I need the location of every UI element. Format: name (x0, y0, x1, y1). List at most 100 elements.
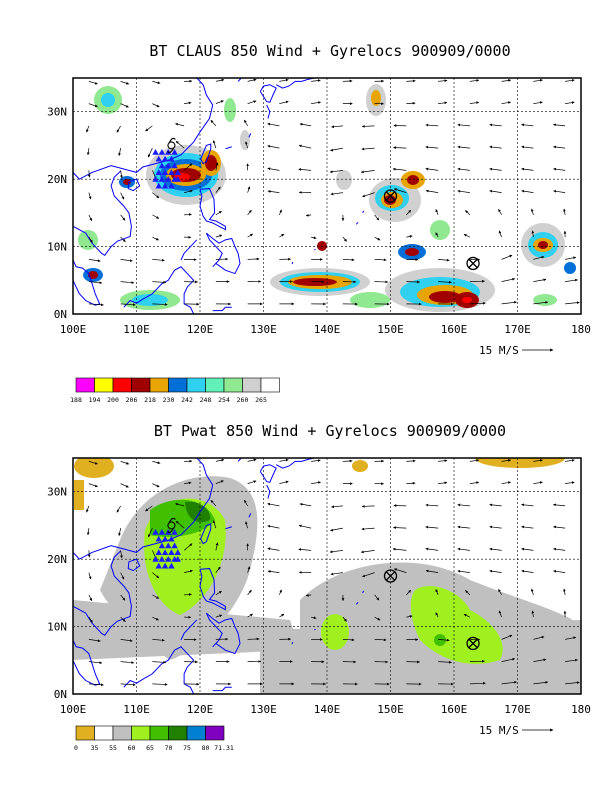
wind-vector (533, 80, 542, 81)
longitude-tick-label: 110E (123, 703, 150, 716)
wind-vector (458, 147, 470, 148)
colorbar-tick-label: 65 (146, 744, 154, 752)
vector-reference: 15 M/S (479, 344, 553, 357)
colorbar-tick-label: 35 (91, 744, 99, 752)
wind-vector (502, 102, 511, 103)
wind-vector (521, 125, 533, 126)
wind-vector (268, 191, 279, 192)
wind-vector (152, 215, 159, 219)
wind-vector (121, 170, 122, 178)
wind-vector (458, 191, 470, 193)
vector-reference-label: 15 M/S (479, 344, 519, 357)
latitude-tick-label: 30N (47, 106, 67, 119)
colorbar-tick-label: 206 (126, 396, 138, 404)
wind-vector (565, 257, 576, 259)
vector-reference: 15 M/S (479, 724, 553, 737)
latitude-tick-label: 30N (47, 486, 67, 499)
colorbar-tick-label: 75 (183, 744, 191, 752)
latitude-tick-label: 20N (47, 173, 67, 186)
longitude-tick-label: 100E (60, 703, 87, 716)
colorbar-tick-label: 265 (255, 396, 267, 404)
wind-vector (406, 81, 415, 82)
longitude-tick-label: 170E (504, 703, 531, 716)
colorbar-tick-label: 254 (218, 396, 230, 404)
longitude-tick-label: 120E (187, 323, 214, 336)
colorbar-swatch (132, 378, 151, 392)
wind-vector (175, 124, 184, 126)
wind-vector (121, 81, 129, 84)
longitude-tick-label: 150E (377, 323, 404, 336)
colorbar-swatch (224, 378, 243, 392)
colorbar-tick-label: 188 (70, 396, 82, 404)
wind-vector (533, 102, 542, 103)
wind-vector (279, 210, 281, 215)
wind-vector (121, 215, 125, 220)
cloud-band-itcz (78, 230, 557, 312)
colorbar-swatch (95, 378, 114, 392)
wind-vector (522, 169, 534, 171)
coastline-segment (181, 240, 197, 260)
longitude-tick-label: 130E (250, 323, 277, 336)
colorbar-swatch (187, 726, 206, 740)
longitude-tick-label: 160E (441, 703, 468, 716)
coastline-segment (260, 314, 295, 321)
wind-vector (502, 255, 512, 259)
wind-vector (244, 120, 247, 126)
wind-vector (216, 211, 222, 215)
panel-precipitable-water: BT Pwat 850 Wind + Gyrelocs 900909/0000 … (47, 422, 591, 752)
wind-vector (393, 169, 406, 170)
panel-title: BT CLAUS 850 Wind + Gyrelocs 900909/0000 (149, 42, 510, 60)
colorbar-tick-label: 242 (181, 396, 193, 404)
colorbar-swatch (150, 726, 169, 740)
wind-vector (152, 81, 160, 83)
colorbar-tick-label: 0 (74, 744, 78, 752)
wind-vector (145, 126, 152, 131)
wind-vector (565, 280, 578, 282)
wind-vector (311, 102, 321, 103)
coastline-segment (225, 147, 231, 149)
wind-vector (330, 148, 342, 150)
colorbar-tick-label: 200 (107, 396, 119, 404)
wind-vector (299, 145, 311, 148)
wind-vector (331, 126, 342, 127)
coastline-segment (260, 694, 295, 701)
coastline-segment (292, 642, 293, 644)
colorbar-tick-label: 194 (89, 396, 101, 404)
wind-vector (458, 125, 470, 126)
wind-vector (426, 169, 438, 171)
wind-vector (502, 279, 515, 282)
wind-vector (490, 125, 502, 126)
wind-vector (89, 215, 92, 221)
wind-vector (216, 101, 224, 104)
coastline-segment (314, 629, 315, 630)
latitude-tick-label: 0N (54, 308, 67, 321)
wind-vector (248, 210, 252, 215)
colorbar-swatch (76, 726, 95, 740)
colorbar-tick-label: 70 (165, 744, 173, 752)
wind-vector (498, 209, 501, 215)
wind-vector (306, 215, 311, 216)
colorbar-swatch (243, 378, 262, 392)
wind-vector (121, 259, 133, 261)
wind-vector (375, 237, 380, 240)
longitude-tick-label: 150E (377, 703, 404, 716)
coastline-segment (292, 262, 293, 264)
colorbar-swatch (76, 378, 95, 392)
wind-vector (464, 234, 470, 237)
latitude-tick-label: 10N (47, 621, 67, 634)
wind-vector (89, 282, 102, 283)
colorbar-swatch (187, 378, 206, 392)
coastline-segment (314, 249, 315, 250)
colorbar-swatch (206, 726, 225, 740)
wind-vector (438, 103, 447, 104)
colorbar-tick-label: 71.31 (214, 744, 234, 752)
wind-vector (502, 80, 511, 81)
wind-vector (532, 209, 534, 215)
wind-vector (279, 80, 288, 82)
latitude-tick-label: 0N (54, 688, 67, 701)
wind-vector (268, 168, 280, 170)
